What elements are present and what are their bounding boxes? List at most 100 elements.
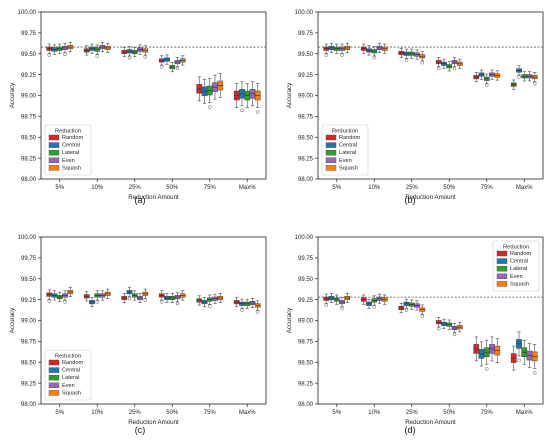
y-tick-label: 99.75 [21, 256, 37, 262]
y-tick-label: 98.50 [298, 135, 314, 141]
outlier-point [324, 303, 328, 307]
x-tick-label: Max% [239, 185, 256, 191]
y-tick-label: 98.25 [298, 156, 314, 162]
legend-label: Lateral [62, 375, 79, 381]
y-tick-label: 99.25 [298, 298, 314, 304]
outlier-point [208, 105, 212, 109]
outlier-point [47, 53, 51, 57]
y-tick-label: 98.50 [298, 360, 314, 366]
y-tick-label: 98.25 [298, 381, 314, 387]
x-axis-label: Reduction Amount [128, 419, 179, 426]
y-tick-label: 99.25 [21, 298, 37, 304]
legend-swatch [496, 273, 508, 279]
legend-swatch [325, 157, 337, 164]
legend-swatch [496, 281, 508, 287]
legend-label: Even [62, 158, 75, 164]
legend-title: Reduction [332, 129, 358, 135]
y-tick-label: 99.00 [21, 94, 37, 100]
outlier-point [127, 55, 132, 60]
outlier-point [256, 310, 260, 314]
legend-swatch [48, 134, 60, 141]
chart-panel-3: 98.00 98.25 98.50 98.75 99.00 99.25 99.50 99.75… [9, 235, 267, 435]
outlier-point [127, 296, 132, 301]
legend-swatch [48, 149, 60, 156]
y-tick-label: 99.50 [21, 277, 37, 283]
x-tick-label: 5% [55, 410, 64, 416]
outlier-point [404, 58, 409, 62]
legend-label: Central [62, 143, 80, 149]
legend-swatch [496, 258, 508, 264]
legend-label: Squash [510, 281, 529, 287]
y-tick-label: 99.75 [298, 31, 314, 37]
x-tick-label: 25% [129, 410, 142, 416]
y-axis-label: Accuracy [286, 82, 293, 108]
y-axis-label: Accuracy [9, 82, 16, 108]
y-tick-label: 99.00 [21, 319, 37, 325]
x-axis-label: Reduction Amount [128, 194, 179, 201]
y-tick-label: 100.00 [295, 10, 314, 16]
outlier-point [452, 66, 457, 71]
legend-swatch [48, 375, 60, 381]
outlier-point [485, 83, 489, 87]
x-tick-label: 25% [406, 185, 419, 191]
legend-title: Reduction [55, 354, 81, 360]
outlier-point [175, 66, 180, 71]
x-tick-label: Max% [239, 410, 256, 416]
y-tick-label: 98.75 [298, 340, 314, 346]
y-tick-label: 98.25 [21, 381, 37, 387]
legend-swatch [48, 142, 60, 148]
legend-label: Lateral [339, 150, 356, 156]
outlier-point [240, 108, 244, 113]
outlier-point [340, 306, 344, 311]
outlier-point [485, 367, 489, 371]
legend-swatch [325, 142, 337, 148]
x-tick-label: 5% [332, 185, 341, 191]
outlier-point [95, 54, 99, 58]
legend-swatch [48, 390, 60, 396]
panel-label: (d) [405, 425, 416, 435]
y-tick-label: 99.25 [21, 73, 37, 79]
x-tick-label: 75% [481, 185, 494, 191]
y-tick-label: 98.75 [21, 340, 37, 346]
y-axis-label: Accuracy [286, 307, 293, 333]
x-tick-label: 10% [91, 410, 104, 416]
x-tick-label: 50% [166, 410, 179, 416]
outlier-point [208, 304, 212, 308]
legend-swatch [325, 134, 337, 141]
outlier-point [240, 308, 244, 312]
x-tick-label: 10% [368, 185, 381, 191]
outlier-point [517, 75, 521, 79]
legend-swatch [496, 266, 508, 272]
legend-title: Reduction [503, 245, 529, 251]
y-tick-label: 100.00 [18, 235, 37, 241]
legend-label: Central [339, 143, 357, 149]
x-tick-label: 5% [55, 185, 64, 191]
x-tick-label: 50% [443, 185, 456, 191]
outlier-point [47, 299, 51, 303]
panel-label: (b) [405, 195, 416, 205]
y-tick-label: 99.75 [21, 31, 37, 37]
legend-label: Central [510, 259, 528, 265]
legend-label: Lateral [510, 266, 527, 272]
legend-title: Reduction [55, 129, 81, 135]
outlier-point [324, 53, 328, 57]
y-tick-label: 98.75 [298, 115, 314, 121]
legend-label: Random [510, 251, 531, 257]
x-tick-label: 10% [368, 410, 381, 416]
outlier-point [404, 308, 409, 312]
panel-label: (a) [135, 195, 146, 205]
y-axis-label: Accuracy [9, 307, 16, 333]
outlier-point [533, 81, 537, 86]
x-tick-label: 5% [332, 410, 341, 416]
x-tick-label: 10% [91, 185, 104, 191]
legend-label: Squash [339, 165, 358, 171]
outlier-point [533, 371, 537, 375]
outlier-point [143, 55, 147, 59]
y-tick-label: 98.50 [21, 135, 37, 141]
legend-label: Even [339, 158, 352, 164]
x-tick-label: 25% [129, 185, 142, 191]
